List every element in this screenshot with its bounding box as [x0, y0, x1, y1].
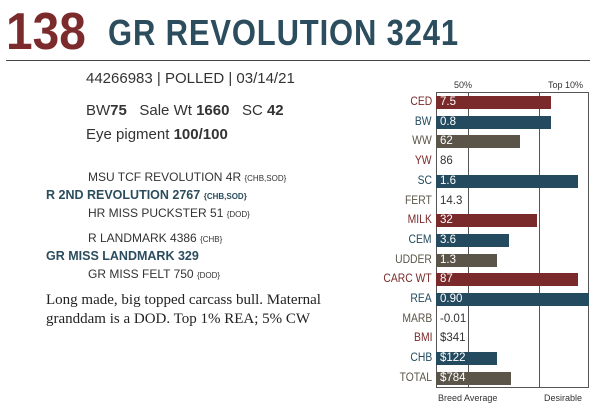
trait-bar [436, 135, 521, 149]
trait-row: REA 0.90 [372, 291, 594, 309]
trait-row: UDDER 1.3 [372, 252, 594, 270]
bull-comment: Long made, big topped carcass bull. Mate… [46, 292, 321, 327]
trait-label: BMI [413, 332, 432, 345]
trait-label: FERT [405, 194, 432, 207]
pedigree-gdam: HR MISS PUCKSTER 51 {DOD} [88, 206, 250, 220]
pedigree-tag: {CHB} [200, 235, 223, 244]
trait-bar [436, 371, 511, 385]
sale-wt-label: Sale Wt [139, 102, 192, 119]
trait-bar [436, 96, 551, 109]
pedigree-name: GR MISS LANDMARK 329 [46, 249, 199, 263]
pedigree-sire: R 2ND REVOLUTION 2767 {CHB,SOD} [46, 188, 247, 202]
pedigree-dam: GR MISS LANDMARK 329 [46, 249, 199, 263]
trait-value: 0.8 [440, 115, 456, 128]
trait-value: 86 [440, 155, 453, 168]
trait-value: 0.90 [440, 293, 463, 305]
trait-label: UDDER [395, 253, 432, 266]
trait-label: REA [410, 293, 432, 305]
chart-footer-right: Desirable [544, 393, 583, 403]
trait-row: FERT 14.3 [372, 193, 594, 211]
pedigree-tag: {CHB,SOD} [203, 192, 247, 201]
trait-row: YW 86 [372, 153, 594, 171]
chart-header-left: 50% [454, 80, 473, 90]
animal-name: GR REVOLUTION 3241 [108, 12, 459, 53]
pedigree-gsire: MSU TCF REVOLUTION 4R {CHB,SOD} [88, 170, 286, 184]
lot-number: 138 [6, 3, 86, 61]
bw-label: BW [86, 102, 111, 119]
pedigree-tag: {DOD} [196, 271, 221, 280]
trait-value: 7.5 [440, 96, 456, 108]
trait-label: CARC WT [383, 273, 432, 286]
trait-value: 62 [440, 135, 453, 148]
chart-header-right: Top 10% [548, 80, 584, 90]
trait-bar [436, 174, 579, 188]
pedigree-tag: {CHB,SOD} [244, 174, 287, 183]
pedigree-name: R LANDMARK 4386 [88, 231, 197, 245]
trait-bar [436, 214, 537, 228]
trait-row: SC 1.6 [372, 173, 594, 191]
trait-row: BW 0.8 [372, 114, 594, 132]
trait-row: CED 7.5 [372, 94, 594, 112]
trait-row: MARB -0.01 [372, 311, 594, 329]
trait-bar [436, 253, 498, 267]
chart-gridline-top10 [539, 92, 540, 388]
pedigree-gsire: R LANDMARK 4386 {CHB} [88, 231, 222, 245]
trait-bar [436, 115, 551, 129]
trait-bar [436, 273, 579, 287]
sc-label: SC [241, 102, 263, 119]
pedigree-name: R 2ND REVOLUTION 2767 [46, 188, 201, 202]
pedigree-tag: {DOD} [226, 210, 250, 219]
trait-label: YW [415, 155, 432, 168]
trait-label: TOTAL [399, 371, 432, 384]
epd-summary: BW75 Sale Wt 1660 SC 42 [86, 102, 284, 119]
pedigree-name: MSU TCF REVOLUTION 4R [88, 170, 242, 184]
trait-value: 14.3 [440, 194, 463, 207]
trait-row: WW 62 [372, 133, 594, 151]
trait-value: $784 [440, 371, 466, 384]
trait-label: WW [412, 135, 432, 148]
epd-percentile-chart: 50% Top 10% CED 7.5 BW 0.8 WW 62 YW 86 SC 1.6 FERT… [372, 80, 594, 414]
bw-value: 75 [110, 102, 127, 119]
trait-row: TOTAL $784 [372, 370, 594, 388]
trait-value: 32 [440, 214, 453, 227]
trait-label: CEM [408, 233, 432, 246]
trait-row: CEM 3.6 [372, 232, 594, 250]
trait-value: $122 [440, 352, 466, 365]
trait-bar [436, 233, 510, 247]
eye-pigment: Eye pigment 100/100 [86, 126, 228, 143]
trait-label: CED [410, 96, 432, 108]
trait-label: MARB [402, 312, 432, 325]
eye-pigment-value: 100/100 [173, 126, 228, 143]
trait-row: CARC WT 87 [372, 271, 594, 289]
trait-label: MILK [407, 214, 432, 227]
header-divider [6, 60, 590, 61]
trait-label: SC [417, 174, 432, 187]
trait-row: MILK 32 [372, 212, 594, 230]
eye-pigment-label: Eye pigment [86, 126, 170, 143]
trait-row: BMI $341 [372, 330, 594, 348]
trait-bar [436, 293, 589, 306]
trait-label: CHB [410, 352, 432, 365]
pedigree-name: HR MISS PUCKSTER 51 [88, 206, 224, 220]
sale-wt-value: 1660 [196, 102, 230, 119]
pedigree-gdam: GR MISS FELT 750 {DOD} [88, 267, 220, 281]
registration-line: 44266983 | POLLED | 03/14/21 [86, 70, 295, 87]
trait-bar [436, 352, 498, 366]
trait-value: 1.6 [440, 174, 456, 187]
trait-row: CHB $122 [372, 350, 594, 368]
chart-footer-left: Breed Average [438, 393, 498, 403]
sc-value: 42 [266, 102, 284, 119]
trait-label: BW [415, 115, 432, 128]
trait-value: $341 [440, 332, 466, 345]
pedigree-name: GR MISS FELT 750 [88, 267, 194, 281]
trait-value: 87 [440, 273, 453, 286]
trait-value: 3.6 [440, 233, 456, 246]
trait-value: -0.01 [440, 312, 467, 325]
trait-value: 1.3 [440, 253, 456, 266]
